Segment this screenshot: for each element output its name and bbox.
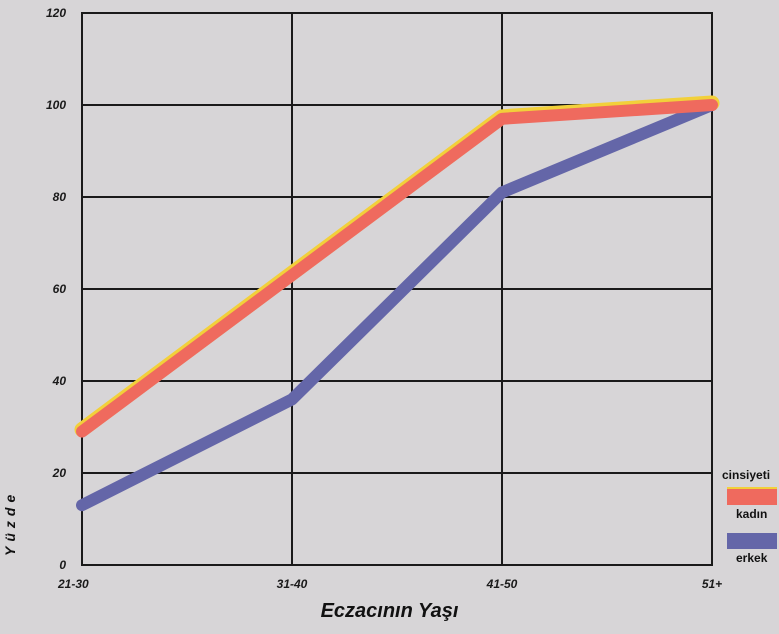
y-axis-label: Yüzde [2,489,18,556]
series-lines [74,95,720,512]
y-tick-label: 40 [52,374,67,388]
series-line-kadin [76,99,718,438]
y-axis-ticks: 0 20 40 60 80 100 120 [46,6,66,572]
legend-title: cinsiyeti [722,468,771,482]
x-tick-label: 41-50 [486,577,518,591]
y-tick-label: 60 [53,282,67,296]
x-tick-label: 51+ [702,577,722,591]
legend: cinsiyeti kadın erkek [722,468,779,577]
x-tick-label: 21-30 [57,577,89,591]
y-tick-label: 100 [46,98,66,112]
y-tick-label: 80 [53,190,67,204]
y-tick-label: 20 [52,466,67,480]
legend-label-kadin: kadın [736,507,768,521]
y-tick-label: 0 [59,558,66,572]
y-tick-label: 120 [46,6,66,20]
x-axis-label: Eczacının Yaşı [320,600,459,622]
grid [81,12,713,566]
series-line-erkek [76,99,718,512]
legend-swatch-kadin [727,487,777,505]
x-tick-label: 31-40 [277,577,308,591]
x-axis-ticks: 21-30 31-40 41-50 51+ [57,577,722,591]
legend-label-erkek: erkek [736,551,768,565]
legend-swatch-erkek [727,533,777,549]
